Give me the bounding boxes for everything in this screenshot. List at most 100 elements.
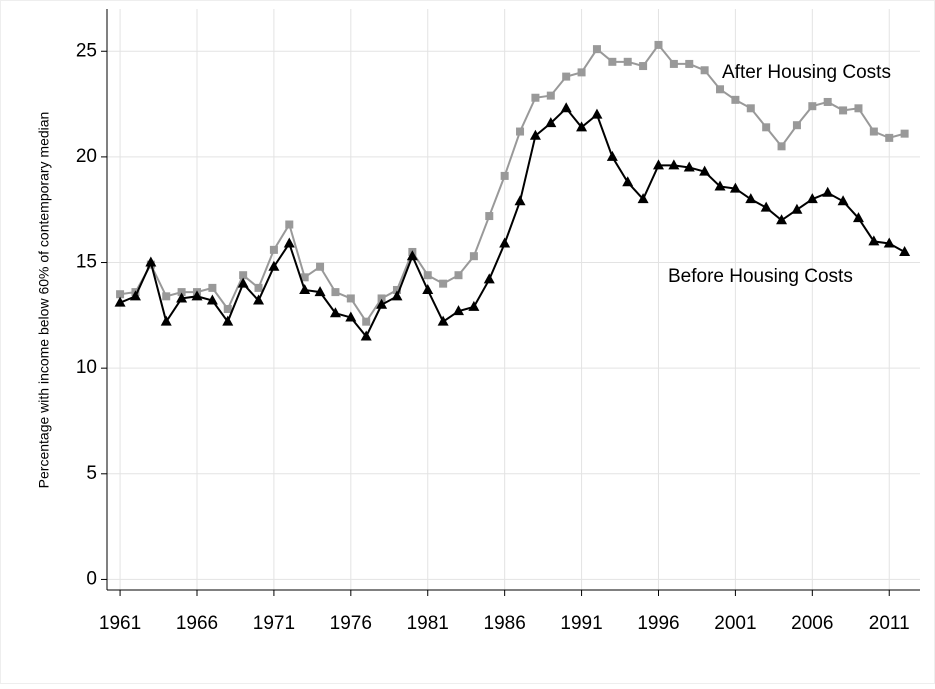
- x-tick-label: 2006: [791, 613, 833, 634]
- marker: [500, 171, 509, 180]
- x-tick-label: 2011: [869, 613, 910, 634]
- marker: [792, 121, 801, 130]
- marker: [868, 235, 880, 246]
- marker: [823, 97, 832, 106]
- marker: [160, 315, 172, 326]
- marker: [253, 294, 265, 305]
- marker: [592, 45, 601, 54]
- x-tick-label: 1971: [253, 613, 295, 634]
- marker: [514, 195, 526, 206]
- marker: [331, 288, 340, 297]
- marker: [700, 66, 709, 75]
- marker: [439, 279, 448, 288]
- marker: [314, 286, 326, 297]
- x-tick-label: 1961: [99, 613, 141, 634]
- marker: [852, 212, 864, 223]
- marker: [837, 195, 849, 206]
- marker: [392, 285, 401, 294]
- marker: [854, 104, 863, 113]
- marker: [760, 201, 772, 212]
- marker: [623, 57, 632, 66]
- marker: [683, 161, 695, 172]
- marker: [454, 271, 463, 280]
- marker: [406, 250, 418, 261]
- marker: [483, 273, 495, 284]
- marker: [731, 95, 740, 104]
- marker: [485, 212, 494, 221]
- marker: [839, 106, 848, 115]
- marker: [822, 186, 834, 197]
- marker: [608, 57, 617, 66]
- marker: [791, 203, 803, 214]
- marker: [499, 237, 511, 248]
- marker: [529, 129, 541, 140]
- marker: [546, 91, 555, 100]
- y-tick-label: 20: [76, 146, 97, 167]
- marker: [639, 62, 648, 71]
- marker: [714, 180, 726, 191]
- marker: [762, 123, 771, 132]
- y-tick-label: 25: [76, 40, 97, 61]
- marker: [637, 193, 649, 204]
- marker: [223, 305, 232, 314]
- y-tick-label: 0: [86, 568, 97, 589]
- y-axis-label: Percentage with income below 60% of cont…: [36, 112, 52, 489]
- marker: [746, 104, 755, 113]
- marker: [254, 283, 263, 292]
- series-label: After Housing Costs: [722, 62, 891, 83]
- marker: [562, 72, 571, 81]
- marker: [208, 283, 217, 292]
- marker: [377, 294, 386, 303]
- series-line: [119, 43, 905, 324]
- marker: [777, 142, 786, 151]
- marker: [162, 292, 171, 301]
- marker: [652, 159, 664, 170]
- marker: [669, 59, 678, 68]
- marker: [391, 290, 403, 301]
- marker: [437, 315, 449, 326]
- marker: [899, 245, 911, 256]
- marker: [191, 290, 203, 301]
- x-tick-label: 1991: [560, 613, 602, 634]
- marker: [376, 298, 388, 309]
- marker: [129, 290, 141, 301]
- marker: [469, 252, 478, 261]
- marker: [591, 108, 603, 119]
- marker: [560, 102, 572, 113]
- marker: [329, 307, 341, 318]
- marker: [668, 159, 680, 170]
- marker: [516, 127, 525, 136]
- marker: [422, 283, 434, 294]
- marker: [885, 133, 894, 142]
- marker: [269, 245, 278, 254]
- x-tick-label: 1966: [176, 613, 218, 634]
- marker: [531, 93, 540, 102]
- marker: [453, 305, 465, 316]
- marker: [283, 237, 295, 248]
- marker: [360, 330, 372, 341]
- marker: [239, 271, 248, 280]
- marker: [577, 68, 586, 77]
- marker: [699, 165, 711, 176]
- marker: [869, 127, 878, 136]
- marker: [114, 296, 126, 307]
- series-line: [119, 106, 906, 339]
- x-tick-label: 1986: [484, 613, 526, 634]
- marker: [806, 193, 818, 204]
- marker: [346, 294, 355, 303]
- marker: [300, 273, 309, 282]
- marker: [685, 59, 694, 68]
- x-tick-label: 1996: [637, 613, 679, 634]
- x-tick-label: 1981: [407, 613, 449, 634]
- marker: [145, 256, 157, 267]
- y-tick-label: 10: [76, 357, 97, 378]
- marker: [654, 40, 663, 49]
- marker: [776, 214, 788, 225]
- marker: [299, 283, 311, 294]
- y-tick-label: 15: [76, 252, 97, 273]
- marker: [576, 121, 588, 132]
- marker: [729, 182, 741, 193]
- marker: [177, 288, 186, 297]
